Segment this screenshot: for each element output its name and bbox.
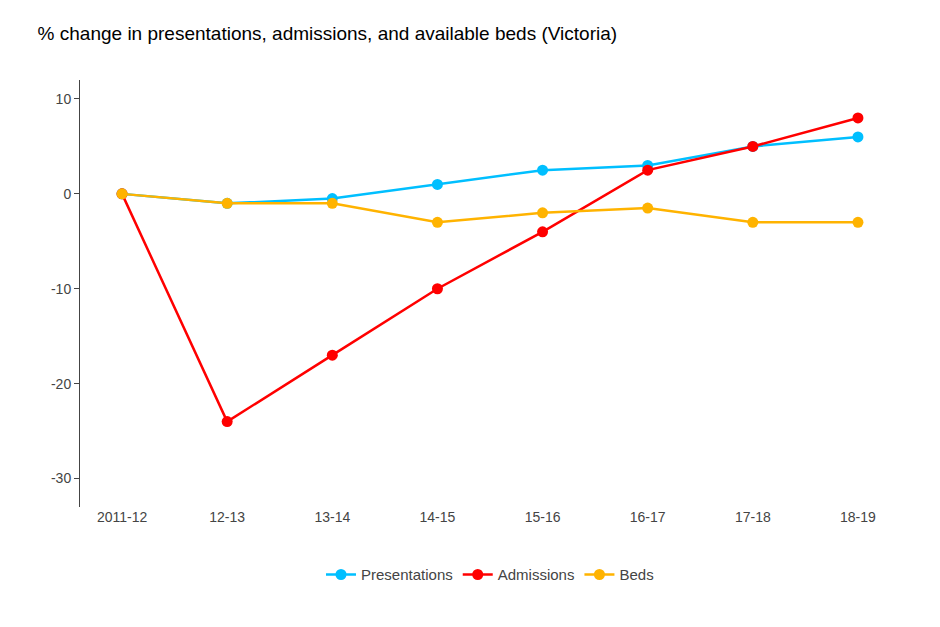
svg-text:0: 0: [63, 186, 71, 202]
svg-text:Presentations: Presentations: [361, 566, 453, 583]
svg-text:-10: -10: [51, 281, 71, 297]
svg-text:-20: -20: [51, 376, 71, 392]
svg-text:Beds: Beds: [619, 566, 653, 583]
svg-text:-30: -30: [51, 470, 71, 486]
svg-text:18-19: 18-19: [840, 509, 876, 525]
svg-text:10: 10: [56, 91, 72, 107]
svg-text:14-15: 14-15: [420, 509, 456, 525]
svg-text:% change in presentations, adm: % change in presentations, admissions, a…: [38, 23, 617, 44]
svg-text:2011-12: 2011-12: [97, 509, 148, 525]
svg-text:16-17: 16-17: [630, 509, 666, 525]
svg-text:17-18: 17-18: [735, 509, 771, 525]
svg-text:12-13: 12-13: [209, 509, 245, 525]
svg-text:Admissions: Admissions: [498, 566, 575, 583]
svg-text:15-16: 15-16: [525, 509, 561, 525]
svg-text:13-14: 13-14: [314, 509, 350, 525]
